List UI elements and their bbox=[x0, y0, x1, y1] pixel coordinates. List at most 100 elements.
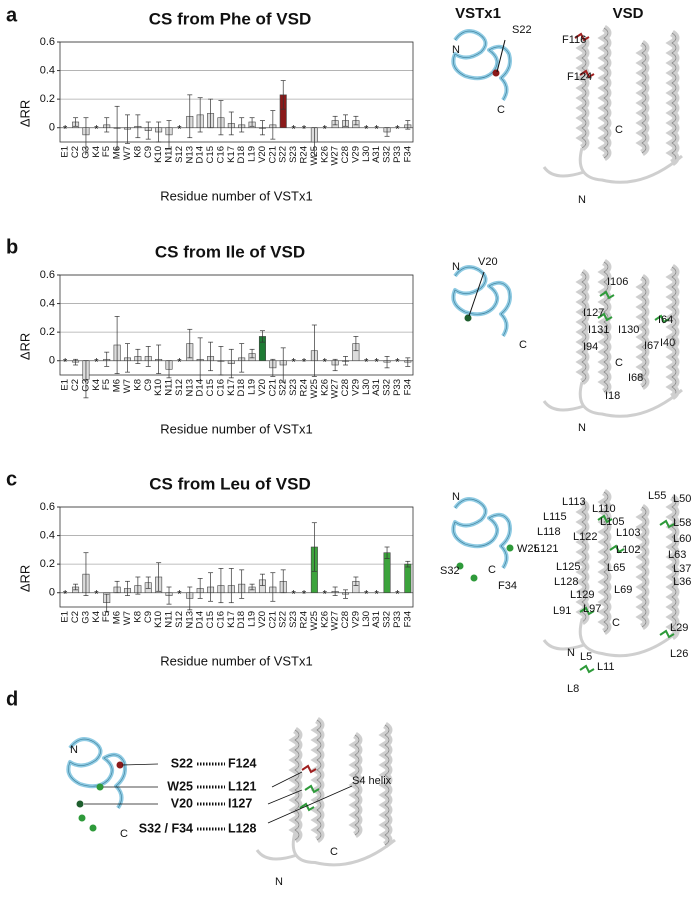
error-bar bbox=[208, 572, 214, 602]
error-bar bbox=[166, 120, 172, 150]
residue-dot bbox=[492, 69, 500, 77]
toxin-residue: S32 / F34 bbox=[139, 821, 193, 835]
residue-label: N bbox=[578, 422, 586, 434]
vsd-helix-edge bbox=[316, 719, 322, 841]
error-bar bbox=[145, 576, 151, 589]
vsd-helix-edge bbox=[671, 496, 677, 638]
residue-label: L118 bbox=[537, 526, 561, 538]
residue-label: L63 bbox=[668, 549, 686, 561]
x-tick-label: G3 bbox=[80, 611, 91, 624]
x-tick-label: K10 bbox=[153, 146, 164, 163]
x-tick-label: V20 bbox=[257, 379, 268, 396]
x-tick-label: C2 bbox=[70, 146, 81, 158]
vsd-helix-edge bbox=[603, 491, 609, 633]
residue-dot bbox=[464, 314, 472, 322]
x-tick-label: W7 bbox=[122, 379, 133, 393]
error-bar bbox=[73, 583, 79, 591]
vsd-helix bbox=[635, 504, 650, 630]
x-tick-label: K17 bbox=[226, 379, 237, 396]
residue-label: L69 bbox=[614, 584, 632, 596]
vsd-loop bbox=[255, 832, 396, 867]
x-tick-label: R24 bbox=[299, 379, 310, 396]
residue-label: S32 bbox=[440, 565, 460, 577]
x-tick-label: K17 bbox=[226, 611, 237, 628]
error-bar bbox=[73, 358, 79, 366]
error-bar bbox=[104, 117, 110, 133]
residue-dot bbox=[96, 783, 104, 791]
error-bar bbox=[270, 358, 276, 377]
error-bar bbox=[197, 578, 203, 599]
y-tick-label: 0.2 bbox=[40, 326, 55, 338]
residue-label: L91 bbox=[553, 605, 571, 617]
x-tick-label: V20 bbox=[257, 146, 268, 163]
vsd-loop bbox=[542, 381, 683, 418]
y-tick-label: 0 bbox=[49, 122, 55, 134]
error-bar bbox=[239, 117, 245, 133]
x-tick-label: E1 bbox=[60, 611, 71, 623]
error-bar bbox=[218, 568, 224, 604]
residue-label: F34 bbox=[498, 580, 517, 592]
error-bar bbox=[353, 576, 359, 586]
side-chain bbox=[597, 312, 613, 322]
x-tick-label: L30 bbox=[361, 611, 372, 627]
residue-label: N bbox=[452, 261, 460, 273]
vstx1-ribbon-edge bbox=[453, 266, 511, 337]
vsd-loop bbox=[542, 147, 683, 184]
residue-label: L113 bbox=[562, 496, 586, 508]
residue-label: I131 bbox=[588, 324, 609, 336]
error-bar bbox=[114, 580, 120, 594]
x-tick-label: C16 bbox=[215, 379, 226, 396]
residue-dot bbox=[89, 824, 97, 832]
error-bar bbox=[353, 336, 359, 352]
error-bar bbox=[187, 586, 193, 611]
error-bar bbox=[145, 121, 151, 140]
missing-marker: * bbox=[302, 357, 307, 369]
panel-label: a bbox=[6, 4, 18, 26]
residue-label: W25 bbox=[517, 543, 540, 555]
x-tick-label: F5 bbox=[101, 146, 112, 157]
error-bar bbox=[249, 583, 255, 591]
error-bar bbox=[311, 127, 317, 157]
y-tick-label: 0.6 bbox=[40, 36, 55, 48]
residue-label: L129 bbox=[570, 589, 594, 601]
bar bbox=[404, 563, 412, 594]
residue-label: L102 bbox=[616, 544, 640, 556]
error-bar bbox=[405, 120, 411, 130]
missing-marker: * bbox=[364, 124, 369, 136]
x-tick-label: L30 bbox=[361, 146, 372, 162]
vstx1-ribbon bbox=[451, 497, 512, 570]
error-bar bbox=[124, 580, 130, 596]
vsd-helix-edge bbox=[581, 37, 587, 149]
error-bar bbox=[405, 560, 411, 568]
residue-label: L103 bbox=[616, 527, 640, 539]
vsd-helix-edge bbox=[603, 261, 609, 393]
residue-label: S22 bbox=[512, 24, 532, 36]
residue-label: F124 bbox=[567, 71, 592, 83]
x-tick-label: V20 bbox=[257, 611, 268, 628]
missing-marker: * bbox=[94, 124, 99, 136]
x-tick-label: S32 bbox=[382, 611, 393, 628]
residue-label: L97 bbox=[583, 603, 601, 615]
side-chain bbox=[579, 664, 595, 674]
x-tick-label: E1 bbox=[60, 379, 71, 391]
x-tick-label: W7 bbox=[122, 146, 133, 160]
missing-marker: * bbox=[94, 357, 99, 369]
y-tick-label: 0.4 bbox=[40, 64, 55, 76]
error-bar bbox=[218, 100, 224, 136]
y-tick-label: 0 bbox=[49, 355, 55, 367]
error-bar bbox=[280, 80, 286, 110]
vsd-helix-edge bbox=[671, 32, 677, 164]
x-tick-label: N11 bbox=[164, 611, 175, 628]
x-tick-label: K4 bbox=[91, 379, 102, 391]
missing-marker: * bbox=[395, 589, 400, 601]
error-bar bbox=[197, 97, 203, 133]
x-tick-label: R24 bbox=[299, 146, 310, 163]
residue-label: C bbox=[615, 357, 623, 369]
x-tick-label: S22 bbox=[278, 379, 289, 396]
vsd-helix-edge bbox=[581, 271, 587, 383]
residue-label: I94 bbox=[583, 341, 598, 353]
chart-title: CS from Leu of VSD bbox=[149, 474, 311, 493]
x-tick-label: K4 bbox=[91, 146, 102, 158]
toxin-residue: V20 bbox=[171, 796, 193, 810]
x-tick-label: P33 bbox=[392, 146, 403, 163]
